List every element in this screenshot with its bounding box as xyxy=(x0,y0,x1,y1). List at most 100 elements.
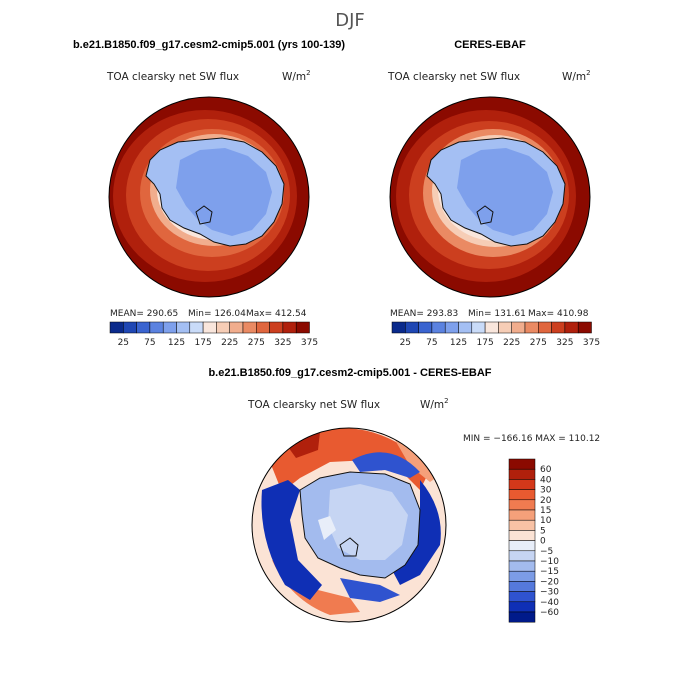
colorbar-swatch xyxy=(508,530,536,541)
panel-obs-mean: MEAN= 293.83 xyxy=(390,309,458,319)
colorbar-swatch xyxy=(508,479,536,490)
colorbar-swatch xyxy=(418,321,433,334)
colorbar-tick-label: 15 xyxy=(540,506,551,516)
colorbar-swatch xyxy=(508,489,536,501)
colorbar-tick-label: 275 xyxy=(248,338,265,348)
colorbar-swatch xyxy=(431,321,446,334)
page-title: DJF xyxy=(335,10,365,31)
colorbar-swatch xyxy=(176,321,191,334)
colorbar-tick-label: 325 xyxy=(274,338,291,348)
colorbar-tick-label: 325 xyxy=(556,338,573,348)
colorbar-swatch xyxy=(508,458,536,470)
colorbar-swatch xyxy=(282,321,297,334)
colorbar-swatch xyxy=(551,321,566,334)
colorbar-swatch xyxy=(508,509,536,521)
colorbar-swatch xyxy=(498,321,512,334)
colorbar-swatch xyxy=(508,611,536,623)
colorbar-swatch xyxy=(229,321,244,334)
colorbar-tick-label: 225 xyxy=(221,338,238,348)
panel-model-variable: TOA clearsky net SW flux xyxy=(106,71,239,83)
colorbar-tick-label: 20 xyxy=(540,496,552,506)
colorbar-swatch xyxy=(511,321,526,334)
colorbar-tick-label: −40 xyxy=(540,598,559,608)
panel-obs-units: W/m2 xyxy=(562,69,591,83)
colorbar-tick-label: 30 xyxy=(540,486,552,496)
colorbar-tick-label: 0 xyxy=(540,537,546,547)
panel-obs-max: Max= 410.98 xyxy=(528,309,589,319)
panel-obs-min: Min= 131.61 xyxy=(468,309,526,319)
colorbar-swatch xyxy=(149,321,164,334)
colorbar-swatch xyxy=(508,560,536,572)
colorbar-swatch xyxy=(123,321,137,334)
colorbar-swatch xyxy=(444,321,459,334)
colorbar-swatch xyxy=(471,321,486,334)
colorbar-swatch xyxy=(109,321,124,334)
panel-diff-title: b.e21.B1850.f09_g17.cesm2-cmip5.001 - CE… xyxy=(208,367,491,379)
colorbar-swatch xyxy=(391,321,406,334)
colorbar-swatch xyxy=(538,321,552,334)
colorbar-tick-label: 75 xyxy=(426,338,437,348)
panel-obs: CERES-EBAF TOA clearsky net SW flux W/m2… xyxy=(387,39,600,348)
colorbar-swatch xyxy=(136,321,151,334)
colorbar-tick-label: 40 xyxy=(540,475,552,485)
panel-model-title: b.e21.B1850.f09_g17.cesm2-cmip5.001 (yrs… xyxy=(73,39,345,51)
colorbar-swatch xyxy=(508,581,536,592)
colorbar-swatch xyxy=(189,321,204,334)
colorbar-swatch xyxy=(269,321,284,334)
colorbar-tick-label: −15 xyxy=(540,567,559,577)
colorbar-swatch xyxy=(524,321,539,334)
panel-diff-units: W/m2 xyxy=(420,397,449,411)
colorbar-tick-label: −20 xyxy=(540,577,559,587)
panel-diff-variable: TOA clearsky net SW flux xyxy=(247,399,380,411)
colorbar-swatch xyxy=(256,321,270,334)
colorbar-tick-label: 175 xyxy=(195,338,212,348)
panel-model: b.e21.B1850.f09_g17.cesm2-cmip5.001 (yrs… xyxy=(73,39,345,348)
panel-obs-title: CERES-EBAF xyxy=(454,39,526,51)
colorbar-swatch xyxy=(508,499,536,511)
colorbar-swatch xyxy=(508,550,536,562)
panel-model-mean: MEAN= 290.65 xyxy=(110,309,178,319)
panel-model-units: W/m2 xyxy=(282,69,311,83)
colorbar-swatch xyxy=(484,321,499,334)
colorbar-tick-label: 375 xyxy=(301,338,318,348)
colorbar-swatch xyxy=(508,570,536,582)
colorbar-tick-label: −30 xyxy=(540,588,559,598)
colorbar-tick-label: −60 xyxy=(540,608,559,618)
panel-model-colorbar: 25 75 125 175 225 275 325 375 xyxy=(109,321,318,348)
panel-obs-variable: TOA clearsky net SW flux xyxy=(387,71,520,83)
panel-model-map xyxy=(108,96,310,298)
colorbar-tick-label: −10 xyxy=(540,557,559,567)
colorbar-swatch xyxy=(202,321,217,334)
colorbar-swatch xyxy=(508,468,536,480)
colorbar-swatch xyxy=(508,540,536,552)
colorbar-swatch xyxy=(564,321,579,334)
panel-diff: b.e21.B1850.f09_g17.cesm2-cmip5.001 - CE… xyxy=(208,367,600,623)
panel-model-min: Min= 126.04 xyxy=(188,309,246,319)
colorbar-swatch xyxy=(577,321,592,334)
colorbar-tick-label: 75 xyxy=(144,338,155,348)
panel-model-max: Max= 412.54 xyxy=(246,309,307,319)
colorbar-swatch xyxy=(508,519,536,531)
colorbar-swatch xyxy=(242,321,257,334)
colorbar-swatch xyxy=(405,321,419,334)
colorbar-tick-label: 25 xyxy=(118,338,129,348)
colorbar-swatch xyxy=(216,321,230,334)
colorbar-tick-label: 5 xyxy=(540,526,546,536)
colorbar-tick-label: 60 xyxy=(540,465,552,475)
colorbar-tick-label: 225 xyxy=(503,338,520,348)
panel-diff-range: MIN = −166.16 MAX = 110.12 xyxy=(463,434,600,444)
colorbar-tick-label: 125 xyxy=(450,338,467,348)
colorbar-tick-label: −5 xyxy=(540,547,553,557)
colorbar-swatch xyxy=(458,321,473,334)
colorbar-swatch xyxy=(508,601,536,613)
colorbar-tick-label: 125 xyxy=(168,338,185,348)
colorbar-swatch xyxy=(162,321,177,334)
colorbar-tick-label: 175 xyxy=(477,338,494,348)
colorbar-tick-label: 375 xyxy=(583,338,600,348)
colorbar-swatch xyxy=(295,321,310,334)
panel-obs-colorbar: 25 75 125 175 225 275 325 375 xyxy=(391,321,600,348)
colorbar-tick-label: 25 xyxy=(400,338,411,348)
panel-obs-map xyxy=(389,96,591,298)
